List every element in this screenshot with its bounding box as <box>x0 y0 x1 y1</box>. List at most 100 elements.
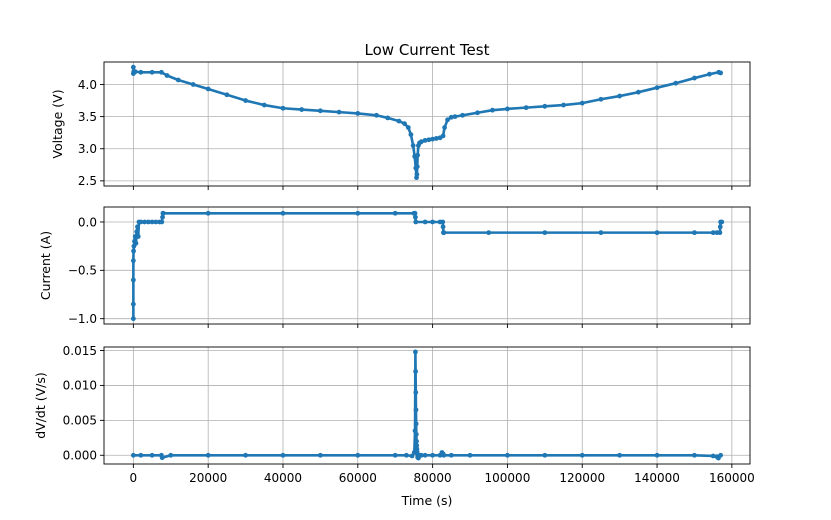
dvdt-data-point <box>413 407 419 413</box>
voltage-data-point <box>190 82 196 87</box>
dvdt-data-point <box>505 452 510 458</box>
voltage-data-point <box>692 75 697 81</box>
dvdt-data-point <box>409 453 415 459</box>
voltage-data-point <box>475 110 480 116</box>
current-data-point <box>598 230 604 236</box>
dvdt-x-tick-label: 0 <box>130 471 138 485</box>
dvdt-x-tick-label: 140000 <box>634 471 680 485</box>
voltage-data-point <box>418 139 424 145</box>
current-data-point <box>135 224 140 230</box>
voltage-data-point <box>445 117 450 123</box>
voltage-panel: 2.5 3.0 3.5 4.0 Voltage (V) <box>50 61 751 190</box>
current-data-point <box>149 219 155 225</box>
dvdt-x-tick-label: 60000 <box>339 471 377 485</box>
dvdt-data-point <box>448 452 454 458</box>
voltage-data-point <box>175 77 181 83</box>
current-data-point <box>542 230 548 236</box>
voltage-data-point <box>718 70 724 76</box>
current-data-point <box>145 219 151 225</box>
current-data-point <box>130 301 136 307</box>
voltage-series-line <box>132 65 722 179</box>
voltage-data-point <box>299 107 305 112</box>
dvdt-panel: 0 20000 40000 60000 80000 100000 120000 140000 1… <box>33 344 755 508</box>
voltage-data-point <box>149 69 155 75</box>
dvdt-x-axis-label: Time (s) <box>401 493 453 508</box>
dvdt-data-point <box>422 452 428 458</box>
voltage-data-point <box>505 106 510 112</box>
dvdt-data-point <box>130 452 136 458</box>
dvdt-x-tick-label: 40000 <box>264 471 302 485</box>
dvdt-data-point <box>467 452 473 458</box>
current-data-point <box>138 219 144 225</box>
dvdt-x-tick-label: 20000 <box>189 471 227 485</box>
current-data-point <box>280 210 286 216</box>
current-data-point <box>412 210 418 216</box>
voltage-data-point <box>422 137 428 143</box>
voltage-y-axis-label: Voltage (V) <box>50 89 65 158</box>
current-y-tick-label: −1.0 <box>68 312 97 326</box>
current-series <box>130 210 725 322</box>
voltage-data-point <box>523 105 529 111</box>
voltage-data-point <box>410 143 416 148</box>
voltage-data-point <box>433 136 439 141</box>
voltage-data-point <box>396 118 402 124</box>
voltage-data-point <box>224 92 230 98</box>
voltage-y-tick-label: 4.0 <box>78 78 97 92</box>
current-data-point <box>134 229 140 235</box>
voltage-data-point <box>414 164 420 170</box>
voltage-data-point <box>280 105 286 111</box>
voltage-data-point <box>635 89 641 95</box>
dvdt-y-tick-label: 0.005 <box>63 414 97 428</box>
current-data-point <box>440 219 446 225</box>
voltage-data-point <box>159 69 164 75</box>
current-data-point <box>142 219 147 225</box>
dvdt-data-point <box>392 452 398 458</box>
voltage-y-tick-label: 3.0 <box>78 142 97 156</box>
voltage-data-point <box>452 114 458 120</box>
dvdt-data-point <box>710 453 716 459</box>
dvdt-data-point <box>579 452 585 458</box>
current-data-point <box>392 210 398 216</box>
current-data-point <box>654 230 660 236</box>
voltage-data-point <box>385 115 391 121</box>
dvdt-data-point <box>418 452 424 458</box>
dvdt-data-point <box>355 452 361 458</box>
voltage-data-point <box>415 152 421 158</box>
dvdt-data-point <box>404 452 409 458</box>
current-data-point <box>205 210 211 216</box>
voltage-data-point <box>430 136 436 142</box>
voltage-data-point <box>261 102 267 108</box>
current-data-point <box>153 219 159 225</box>
voltage-data-point <box>617 93 623 99</box>
dvdt-data-point <box>414 443 420 448</box>
voltage-y-tick-label: 3.5 <box>78 110 97 124</box>
dvdt-data-point <box>243 452 248 458</box>
dvdt-data-point <box>138 452 144 458</box>
voltage-data-point <box>490 107 495 113</box>
voltage-series <box>130 64 724 181</box>
dvdt-data-point <box>617 452 623 458</box>
current-data-point <box>441 230 447 236</box>
dvdt-data-point <box>542 452 548 458</box>
dvdt-x-tick-label: 120000 <box>559 471 605 485</box>
current-data-point <box>133 240 139 246</box>
voltage-data-point <box>130 64 136 70</box>
current-data-point <box>135 234 141 239</box>
voltage-data-point <box>440 133 446 139</box>
dvdt-data-point <box>413 369 418 374</box>
voltage-data-point <box>707 71 712 77</box>
dvdt-data-point <box>413 390 419 395</box>
voltage-data-point <box>442 125 447 130</box>
voltage-axes-frame <box>103 61 751 187</box>
current-data-point <box>355 210 361 216</box>
current-data-point <box>160 214 165 220</box>
dvdt-data-point <box>654 452 660 458</box>
dvdt-data-point <box>317 452 323 458</box>
voltage-data-point <box>164 73 170 78</box>
voltage-data-point <box>654 85 660 91</box>
dvdt-data-point <box>718 452 724 458</box>
current-data-point <box>719 219 725 225</box>
current-data-point <box>160 210 166 216</box>
voltage-data-point <box>542 103 548 109</box>
current-data-point <box>130 277 136 283</box>
